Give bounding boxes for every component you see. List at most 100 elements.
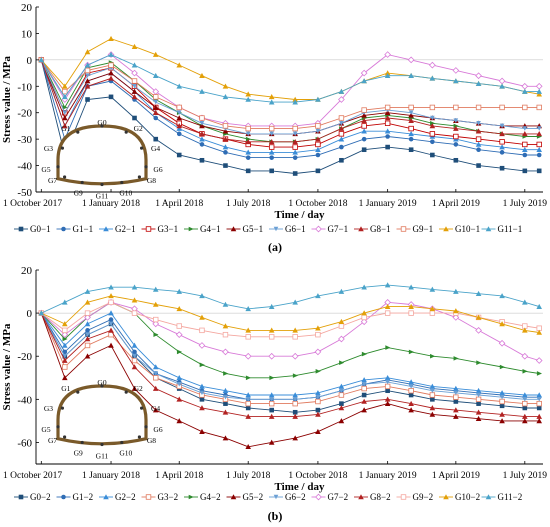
data-point <box>108 321 114 327</box>
data-point <box>62 349 68 355</box>
data-point <box>108 35 114 42</box>
data-point <box>176 62 183 68</box>
data-point <box>361 147 367 153</box>
legend-item: G5−2 <box>226 492 264 502</box>
data-point <box>536 371 543 376</box>
data-point <box>384 310 391 316</box>
data-point <box>522 104 528 111</box>
x-tick-label: 1 October 2018 <box>288 199 347 209</box>
data-point <box>176 110 182 116</box>
x-axis-title: Time / day <box>275 209 325 221</box>
data-point <box>245 400 251 407</box>
legend-label: G5−2 <box>243 492 264 502</box>
data-point <box>292 138 298 145</box>
series-G8−2 <box>38 310 543 419</box>
data-point <box>245 334 251 340</box>
legend-label: G2−2 <box>115 492 136 502</box>
data-point <box>339 157 344 163</box>
x-tick-label: 1 January 2019 <box>359 471 417 481</box>
y-tick-label: 10 <box>21 28 33 40</box>
data-point <box>222 136 229 142</box>
data-point <box>292 409 298 415</box>
data-point <box>522 126 528 131</box>
data-point <box>499 144 505 150</box>
data-point <box>61 115 68 121</box>
gauge-label: G7 <box>48 436 57 445</box>
data-point <box>152 104 159 110</box>
data-point <box>499 83 505 89</box>
legend-item: G10−1 <box>439 224 480 234</box>
data-point <box>315 407 321 413</box>
data-point <box>245 413 251 419</box>
data-point <box>292 400 298 407</box>
data-point <box>131 364 138 370</box>
data-point <box>384 374 391 381</box>
legend-marker <box>315 225 322 233</box>
data-point <box>536 91 543 97</box>
data-point <box>245 131 251 137</box>
data-point <box>361 107 367 113</box>
gauge-label: G3 <box>44 144 53 153</box>
data-point <box>268 413 275 419</box>
data-point <box>131 43 138 49</box>
data-point <box>499 165 505 171</box>
data-point <box>152 286 159 292</box>
data-point <box>176 152 182 158</box>
data-point <box>338 418 345 424</box>
data-point <box>338 136 345 142</box>
data-point <box>384 104 391 111</box>
data-point <box>131 69 138 77</box>
gauge-label: G6 <box>153 425 162 434</box>
data-point <box>408 310 414 316</box>
data-point <box>245 96 251 102</box>
data-point <box>384 72 391 79</box>
legend-label: G7−2 <box>328 492 349 502</box>
data-point <box>108 310 114 316</box>
data-point <box>475 104 482 111</box>
gauge-label: G4 <box>151 144 160 153</box>
data-point <box>152 364 159 370</box>
data-point <box>222 123 229 129</box>
legend-item: G3−1 <box>141 224 178 234</box>
data-point <box>268 125 275 132</box>
legend-label: G6−2 <box>285 492 306 502</box>
legend-item: G9−1 <box>396 224 433 234</box>
data-point <box>522 418 528 424</box>
data-point <box>536 141 542 148</box>
legend-item: G4−2 <box>184 492 221 502</box>
tunnel-section-inset: G0 G1 G2 G3 G4 G5 G6 G7 G8 G9 G10 G11 <box>41 118 162 200</box>
gauge-point <box>76 130 80 134</box>
x-tick-label: 1 October 2017 <box>3 471 62 481</box>
gauge-point <box>124 130 128 134</box>
legend-label: G4−1 <box>200 224 221 234</box>
data-point <box>245 138 251 145</box>
data-point <box>536 329 543 335</box>
data-point <box>361 112 367 118</box>
data-point <box>315 369 321 374</box>
data-point <box>361 117 367 123</box>
data-point <box>475 80 482 86</box>
data-point <box>292 96 298 102</box>
data-point <box>153 316 159 323</box>
y-tick-label: -50 <box>17 187 32 199</box>
data-point <box>268 303 275 309</box>
y-tick-label: 20 <box>21 2 33 14</box>
data-point <box>62 105 68 110</box>
data-point <box>132 115 137 121</box>
data-point <box>292 99 298 105</box>
legend-item: G1−2 <box>56 492 93 502</box>
data-point <box>108 342 114 348</box>
data-point <box>430 388 435 394</box>
data-point <box>315 331 321 338</box>
data-point <box>536 392 543 398</box>
data-point <box>84 49 91 55</box>
data-point <box>245 136 251 142</box>
x-tick-label: 1 January 2018 <box>82 199 140 209</box>
data-point <box>453 413 459 419</box>
data-point <box>338 383 345 389</box>
data-point <box>429 75 436 81</box>
data-point <box>62 353 68 359</box>
data-point <box>452 314 460 321</box>
series-G11−2 <box>38 282 543 316</box>
data-point <box>476 401 481 406</box>
